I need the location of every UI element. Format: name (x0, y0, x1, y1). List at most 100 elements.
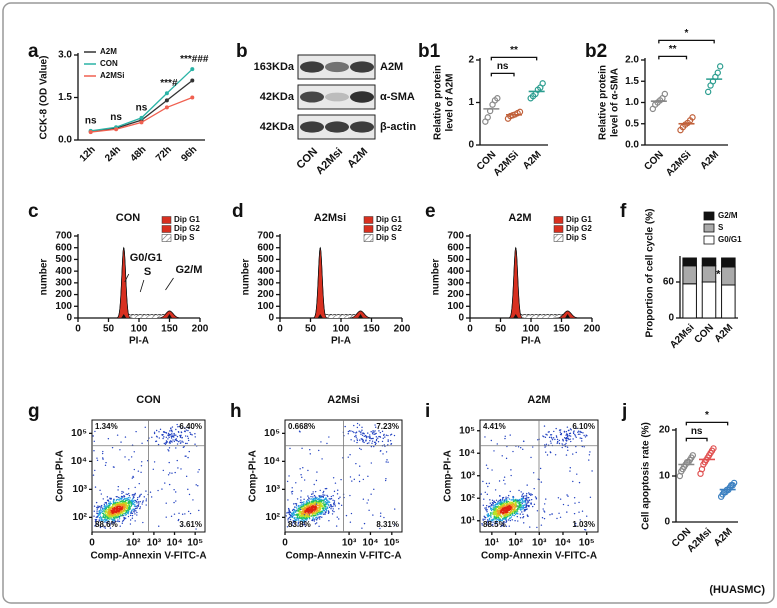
legend-label: S (718, 223, 724, 232)
event-dot (296, 517, 299, 520)
event-dot (120, 441, 122, 443)
event-dot (512, 508, 514, 510)
y-tick-label: 1 (468, 97, 474, 108)
event-dot (111, 512, 114, 515)
event-dot (302, 466, 304, 469)
event-dot (526, 505, 528, 507)
event-dot (494, 513, 496, 516)
annotation-arrow (139, 279, 145, 293)
event-dot (322, 502, 324, 504)
event-dot (372, 514, 374, 516)
event-dot (115, 495, 118, 498)
event-dot (521, 508, 523, 510)
event-dot (291, 509, 294, 512)
event-dot (500, 503, 503, 505)
event-dot (506, 445, 508, 448)
data-point (689, 452, 697, 459)
y-axis-label: Cell apoptosis rate (%) (641, 422, 652, 530)
event-dot (362, 498, 365, 500)
event-dot (516, 509, 518, 511)
event-dot (304, 505, 306, 507)
event-dot (131, 500, 133, 502)
event-dot (519, 513, 521, 515)
event-dot (121, 492, 123, 495)
event-dot (295, 519, 297, 522)
event-dot (289, 514, 292, 517)
legend-label: Dip S (566, 233, 587, 242)
event-dot (362, 478, 365, 481)
event-dot (102, 509, 104, 511)
y-tick-label: 500 (55, 254, 72, 265)
event-dot (108, 513, 110, 515)
event-dot (589, 451, 591, 453)
y-tick-label: 60 (663, 277, 675, 288)
event-dot (175, 491, 177, 493)
event-dot (322, 494, 324, 496)
event-dot (305, 500, 308, 503)
event-dot (304, 506, 306, 509)
event-dot (191, 434, 193, 436)
event-dot (511, 519, 513, 521)
event-dot (527, 496, 530, 499)
event-dot (383, 433, 385, 436)
event-dot (370, 430, 372, 433)
y-tick-label: 300 (55, 277, 72, 288)
event-dot (153, 431, 156, 433)
event-dot (170, 435, 173, 438)
event-dot (116, 516, 119, 518)
event-dot (113, 513, 116, 515)
event-dot (182, 441, 184, 443)
event-dot (502, 500, 505, 502)
event-dot (570, 440, 572, 443)
event-dot (127, 509, 130, 512)
event-dot (481, 522, 483, 525)
quadrant-label: 6.40% (179, 422, 202, 431)
event-dot (333, 500, 336, 502)
event-dot (569, 470, 571, 472)
event-dot (318, 525, 320, 528)
event-dot (363, 435, 365, 438)
event-dot (566, 435, 569, 438)
event-dot (116, 520, 118, 523)
blot-band (300, 91, 324, 103)
event-dot (96, 506, 98, 509)
point (190, 67, 195, 72)
event-dot (317, 503, 319, 505)
event-dot (492, 512, 495, 515)
legend-label: Dip G2 (376, 224, 402, 233)
significance-bracket (685, 421, 729, 426)
event-dot (510, 469, 512, 471)
event-dot (494, 507, 496, 509)
event-dot (584, 436, 587, 438)
event-dot (107, 499, 109, 501)
event-dot (522, 513, 524, 516)
event-dot (113, 507, 115, 509)
event-dot (145, 500, 147, 502)
point (139, 120, 144, 125)
event-dot (499, 495, 501, 497)
event-dot (300, 506, 302, 509)
event-dot (109, 501, 111, 503)
event-dot (525, 506, 527, 508)
event-dot (564, 444, 566, 446)
event-dot (503, 501, 505, 504)
event-dot (140, 465, 143, 467)
event-dot (114, 511, 116, 513)
event-dot (556, 442, 558, 444)
event-dot (549, 451, 552, 454)
event-dot (121, 512, 124, 514)
event-dot (508, 501, 511, 503)
significance-bracket (658, 55, 688, 60)
event-dot (565, 442, 567, 445)
event-dot (319, 515, 321, 518)
event-dot (286, 512, 288, 514)
event-dot (488, 517, 491, 520)
event-dot (485, 509, 487, 511)
event-dot (527, 515, 529, 518)
event-dot (300, 515, 303, 518)
event-dot (507, 513, 509, 516)
event-dot (184, 513, 186, 515)
event-dot (509, 514, 512, 517)
event-dot (169, 441, 171, 444)
event-dot (114, 515, 116, 517)
